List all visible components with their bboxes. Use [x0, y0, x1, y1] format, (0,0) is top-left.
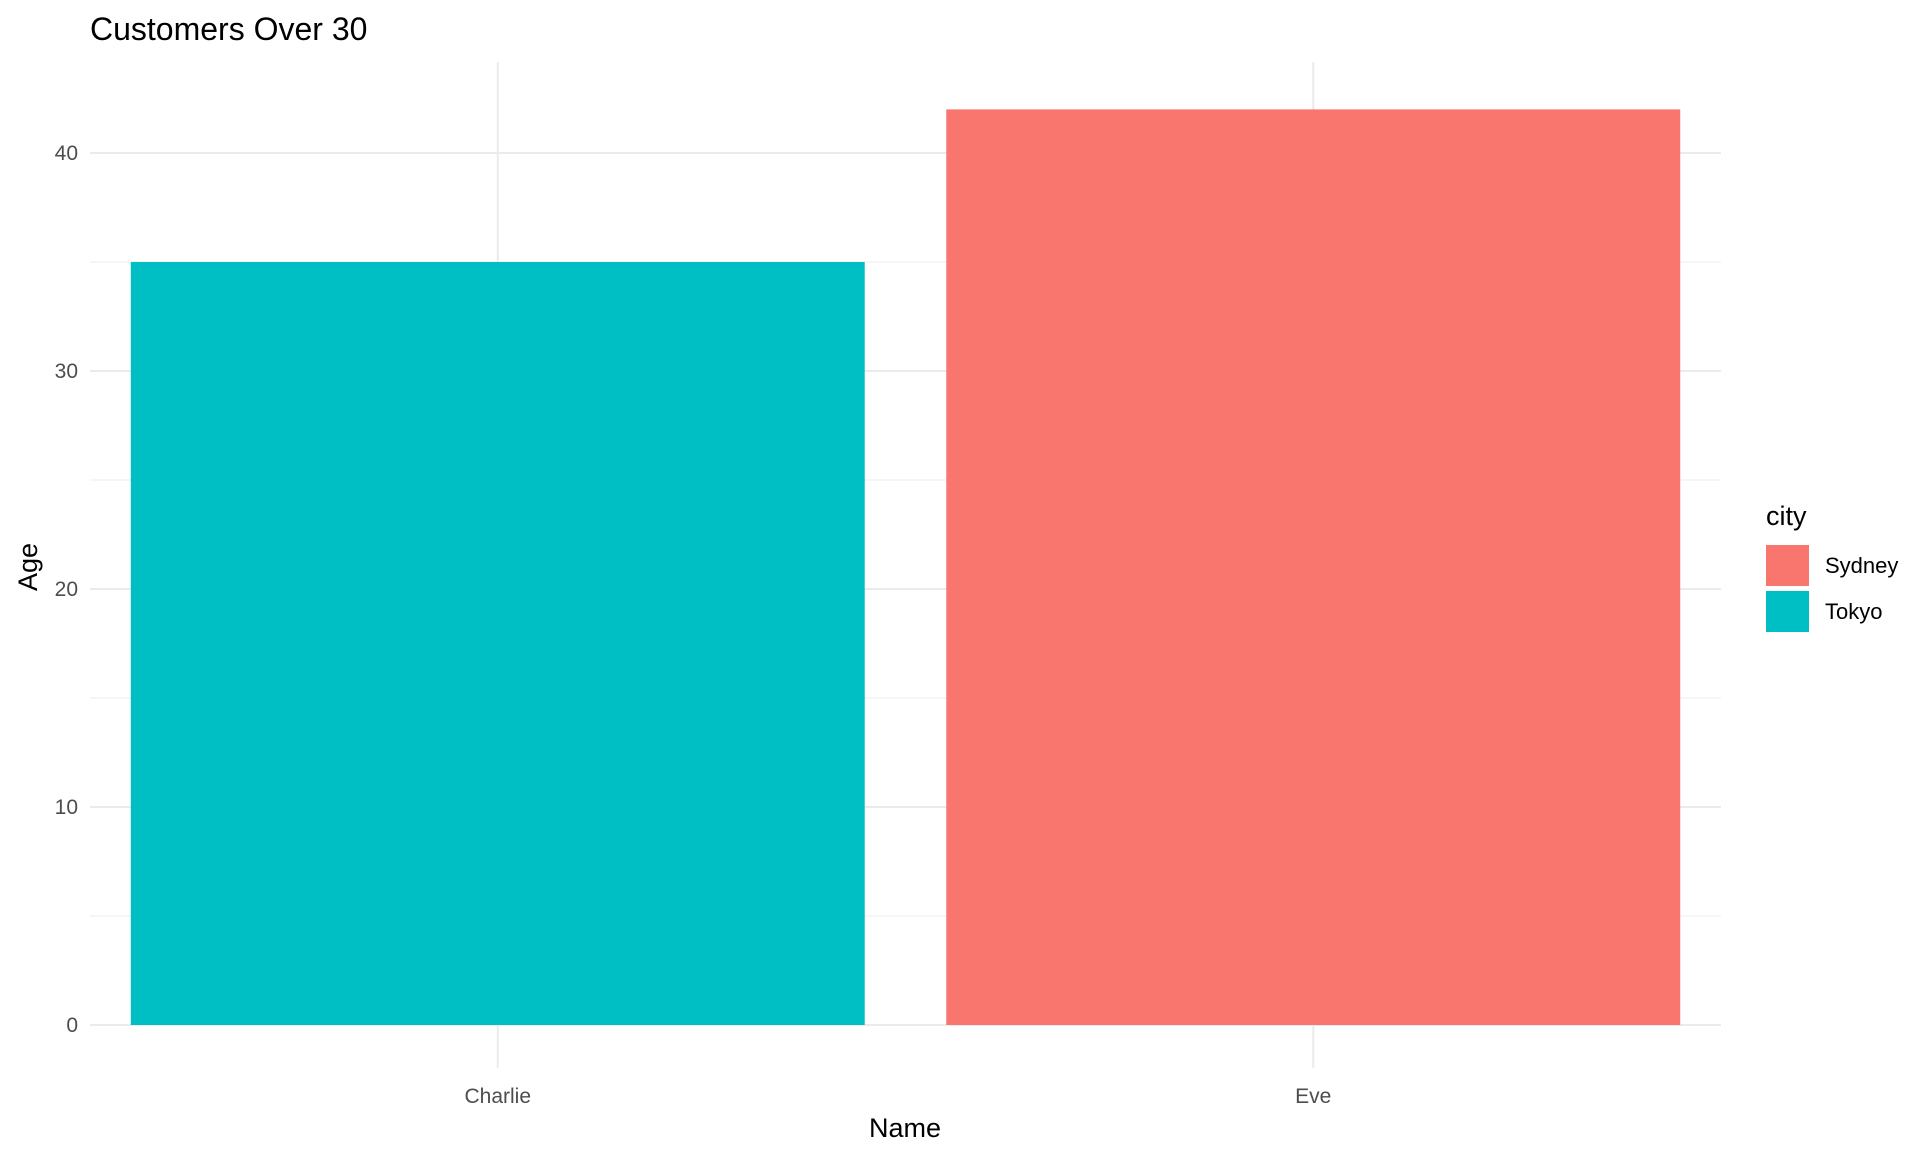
bar-charlie — [130, 262, 865, 1025]
x-tick-label: Charlie — [464, 1085, 531, 1108]
y-tick-label: 20 — [55, 578, 78, 601]
legend: city Sydney Tokyo — [1766, 501, 1898, 632]
chart-title: Customers Over 30 — [90, 11, 367, 47]
legend-key-tokyo — [1766, 591, 1809, 632]
y-tick-label: 10 — [55, 796, 78, 819]
y-tick-label: 30 — [55, 360, 78, 383]
legend-key-sydney — [1766, 545, 1809, 586]
bar-eve — [946, 109, 1681, 1025]
legend-label: Tokyo — [1825, 599, 1882, 624]
y-tick-label: 40 — [55, 142, 78, 165]
x-tick-label: Eve — [1295, 1085, 1331, 1108]
x-tick-labels: Charlie Eve — [464, 1085, 1331, 1108]
y-tick-labels: 0 10 20 30 40 — [55, 142, 78, 1037]
legend-label: Sydney — [1825, 553, 1898, 578]
bars — [130, 109, 1681, 1025]
y-axis-label: Age — [13, 543, 43, 591]
legend-title: city — [1766, 501, 1807, 531]
y-tick-label: 0 — [66, 1014, 78, 1037]
x-axis-label: Name — [869, 1113, 941, 1143]
